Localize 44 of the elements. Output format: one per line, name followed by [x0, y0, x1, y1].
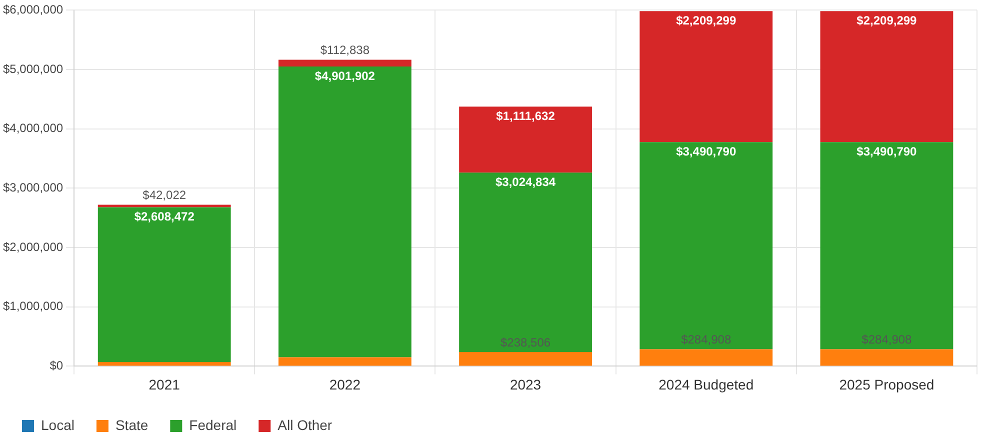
data-label: $284,908 [681, 332, 732, 347]
data-label: $42,022 [142, 188, 186, 202]
x-tick-label: 2022 [329, 376, 361, 392]
x-tick-label: 2023 [510, 376, 542, 392]
data-label: $3,490,790 [676, 144, 736, 158]
bar [278, 60, 412, 66]
y-tick-label: $0 [50, 358, 64, 373]
bar [640, 142, 773, 350]
bar [820, 11, 954, 142]
legend-label: State [115, 416, 148, 433]
data-label: $4,901,902 [314, 68, 376, 83]
bar [98, 362, 231, 366]
bar [98, 204, 231, 208]
y-tick-label: $3,000,000 [2, 180, 64, 195]
data-label: $2,608,472 [134, 210, 195, 224]
legend-label: Federal [189, 416, 237, 433]
y-tick-label: $4,000,000 [2, 121, 64, 136]
x-tick-label: 2021 [148, 376, 180, 392]
y-tick-label: $5,000,000 [2, 62, 64, 76]
bar [640, 349, 773, 366]
bar [459, 352, 592, 366]
data-label: $3,490,790 [856, 144, 918, 158]
bar [278, 66, 412, 358]
data-label: $238,506 [500, 335, 551, 350]
bar [640, 11, 773, 142]
data-label: $3,024,834 [496, 174, 556, 189]
x-tick-label: 2025 Proposed [839, 376, 934, 392]
data-label: $2,209,299 [856, 13, 918, 28]
legend-label: All Other [278, 416, 332, 433]
data-label: $112,838 [320, 43, 370, 58]
bar [278, 357, 412, 366]
y-tick-label: $1,000,000 [2, 299, 64, 314]
bar [459, 172, 592, 352]
bar [459, 106, 592, 173]
bar [820, 349, 954, 366]
y-tick-label: $2,000,000 [2, 240, 64, 254]
data-label: $284,908 [862, 332, 912, 347]
x-tick-label: 2024 Budgeted [658, 376, 754, 392]
y-tick-label: $6,000,000 [2, 2, 64, 17]
data-label: $2,209,299 [676, 13, 736, 28]
legend-label: Local [41, 416, 74, 433]
bar [98, 207, 231, 362]
data-label: $1,111,632 [496, 108, 556, 123]
bar [820, 142, 954, 350]
